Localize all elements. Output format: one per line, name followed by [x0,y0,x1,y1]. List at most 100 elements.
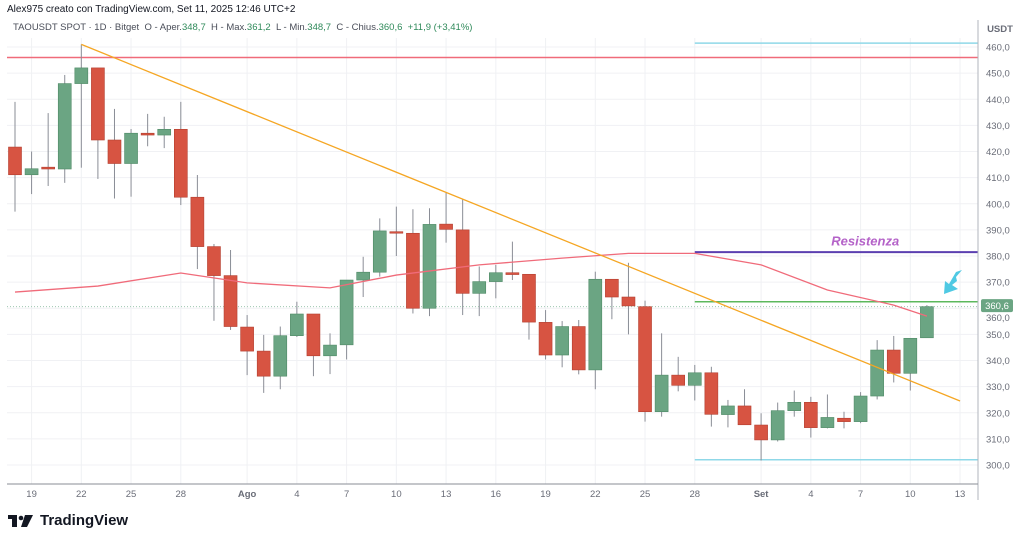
candle [837,411,851,429]
candle [389,206,404,256]
candle-body [870,349,884,397]
candle [323,333,337,375]
candle [422,208,437,317]
candle [41,113,55,186]
candle [124,129,138,197]
candle [24,151,39,195]
candle-body [356,271,370,281]
candle-body [555,326,569,356]
candle-body [8,146,22,176]
candle [489,264,503,299]
price-tick-label: 330,0 [986,382,1010,393]
candle-body [754,424,768,441]
candle [439,192,453,243]
candle-body [903,337,918,374]
time-axis[interactable]: 19 22 25 28 Ago 4 7 10 13 16 19 22 25 28 Set 4 7 10 13 [26,489,965,500]
candle-body [820,417,835,428]
candle-body [157,128,172,136]
candle [787,390,802,417]
price-tick-label: 320,0 [986,408,1010,419]
candle-body [538,322,553,356]
open-label: O - Aper. [144,22,182,33]
grid [7,38,978,484]
candle [306,313,321,377]
candle-body [920,306,934,339]
candle-body [505,272,520,275]
price-tick-label: 450,0 [986,69,1010,80]
candle [223,249,238,330]
candle-body [654,374,669,413]
candle [555,321,569,368]
horizontal-lines [7,42,978,461]
price-tick-label: 430,0 [986,121,1010,132]
candle [472,266,487,317]
candle [770,402,785,442]
candle-body [638,306,652,413]
moving-average-line [14,252,928,317]
candle [804,396,818,438]
candle [704,366,719,427]
price-tick-label: 310,0 [986,434,1010,445]
time-tick-label: 22 [590,489,601,500]
candle-body [256,350,271,377]
candle-body [74,67,89,84]
candle [91,67,105,179]
close-value: 360,6 [378,22,403,33]
candle [339,279,354,360]
time-tick-label: 28 [176,489,187,500]
price-tick-label: 390,0 [986,225,1010,236]
price-tick-label: 440,0 [986,95,1010,106]
candle-body [91,67,105,141]
candle [605,278,619,320]
candle-body [24,168,39,176]
price-tick-label: 380,0 [986,252,1010,263]
chart-credit: Alex975 creato con TradingView.com, Set … [7,4,296,15]
change-value: +11,9 (+3,41%) [407,22,473,33]
candle-body [273,335,288,377]
candle [853,392,868,424]
price-tick-label: 360,0 [986,313,1010,324]
time-tick-label: Ago [238,489,257,500]
trendline[interactable] [81,43,961,402]
candle-body [124,132,138,164]
time-tick-label: 7 [344,489,349,500]
candle [455,199,470,316]
candle [372,218,387,277]
candle [638,300,652,422]
price-axis[interactable]: 300,0 310,0 320,0 330,0 340,0 350,0 360,0 370,0… [986,43,1010,472]
currency-label: USDT [987,24,1013,35]
candle-body [372,230,387,273]
symbol-name[interactable]: TAOUSDT SPOT · 1D · Bitget [13,22,140,33]
candle-body [389,231,404,234]
candle-body [853,395,868,422]
candle [903,337,918,391]
candle-body [174,128,188,198]
candle-body [886,349,901,374]
low-label: L - Min. [275,22,308,33]
candle-body [571,326,586,371]
price-tick-label: 460,0 [986,43,1010,54]
candle [820,394,835,429]
candle [74,44,89,168]
low-value: 348,7 [307,22,332,33]
tradingview-logo[interactable]: TradingView [8,512,128,529]
candle-body [472,281,487,294]
candle-body [190,196,205,247]
candle-body [787,401,802,411]
time-tick-label: 13 [955,489,966,500]
candle [886,335,901,383]
candle [174,101,188,206]
time-tick-label: 28 [689,489,700,500]
candle-body [837,417,851,422]
candle [538,310,553,360]
time-tick-label: 10 [905,489,916,500]
time-tick-label: 4 [294,489,299,500]
last-price-badge: 360,6 [981,299,1013,313]
candle-body [57,83,72,170]
candle-body [671,374,686,386]
candle [687,364,702,401]
candle [621,262,636,335]
candle [870,340,884,400]
candle [654,333,669,417]
